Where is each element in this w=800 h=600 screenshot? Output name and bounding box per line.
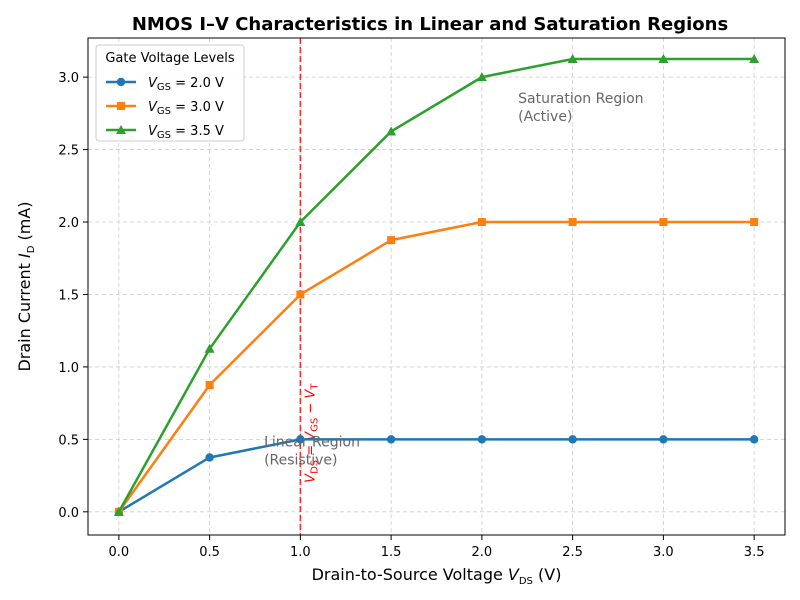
x-axis-title-text: Drain-to-Source Voltage bbox=[312, 565, 508, 584]
data-point bbox=[749, 435, 759, 444]
region-annotation-line: Linear Region bbox=[264, 435, 360, 451]
series-line bbox=[118, 438, 755, 513]
region-annotation-line: Saturation Region bbox=[518, 91, 643, 107]
legend-item: VGS = 2.0 V bbox=[106, 76, 224, 93]
series-group bbox=[113, 54, 760, 517]
reference-line-label-subscript: GS bbox=[309, 418, 320, 432]
x-axis-title-unit: (V) bbox=[533, 565, 562, 584]
data-point bbox=[567, 54, 578, 64]
legend-box bbox=[95, 44, 245, 142]
legend-label: VGS = 2.0 V bbox=[148, 76, 224, 93]
y-axis-title-text: Drain Current bbox=[15, 258, 34, 372]
region-annotation-line: (Active) bbox=[518, 109, 572, 125]
data-point bbox=[386, 126, 397, 136]
x-tick-label: 3.0 bbox=[653, 545, 674, 560]
data-point bbox=[296, 290, 305, 299]
legend-title: Gate Voltage Levels bbox=[105, 51, 234, 66]
data-point bbox=[568, 435, 577, 444]
legend-marker bbox=[117, 102, 125, 110]
data-point bbox=[659, 435, 668, 444]
legend-item: VGS = 3.0 V bbox=[106, 100, 224, 117]
x-tick-label: 2.0 bbox=[472, 545, 493, 560]
data-point bbox=[204, 343, 215, 353]
data-point bbox=[658, 54, 669, 64]
data-point bbox=[205, 381, 214, 390]
y-axis-title-subscript: D bbox=[26, 245, 37, 253]
x-tick-label: 1.0 bbox=[290, 545, 311, 560]
chart-title: NMOS I–V Characteristics in Linear and S… bbox=[132, 14, 728, 35]
legend-label-subscript: GS bbox=[157, 106, 171, 117]
legend-label-subscript: GS bbox=[157, 82, 171, 93]
data-point bbox=[750, 218, 759, 227]
x-tick-label: 0.0 bbox=[109, 545, 130, 560]
data-point bbox=[476, 72, 487, 82]
data-point bbox=[113, 506, 124, 516]
x-tick-label: 2.5 bbox=[562, 545, 583, 560]
legend-label-symbol: V bbox=[148, 124, 158, 139]
reference-line-label-part: V bbox=[303, 473, 318, 483]
data-point bbox=[477, 435, 487, 444]
data-point bbox=[295, 217, 306, 227]
legend-label: VGS = 3.5 V bbox=[148, 124, 224, 141]
legend-label-value: = 2.0 V bbox=[171, 76, 224, 91]
y-tick-label: 0.0 bbox=[58, 506, 79, 521]
data-point bbox=[387, 236, 396, 245]
plot-frame bbox=[87, 37, 786, 536]
legend-label-value: = 3.0 V bbox=[171, 100, 224, 115]
series-line bbox=[117, 57, 755, 513]
ticks: 0.0 0.5 1.0 1.5 2.0 2.5 3.0 3.5 0.0 0.5 1.0 1.5 2.0 2… bbox=[58, 71, 764, 560]
data-point bbox=[296, 435, 305, 444]
x-axis-title-subscript: DS bbox=[519, 576, 533, 587]
region-annotation-line: (Resistive) bbox=[264, 453, 337, 469]
y-tick-label: 3.0 bbox=[58, 71, 79, 86]
legend-label-symbol: V bbox=[148, 76, 158, 91]
legend-marker bbox=[116, 77, 126, 87]
reference-line-label-part: = V bbox=[303, 431, 318, 460]
region-annotation: Saturation Region (Active) bbox=[518, 91, 643, 125]
x-axis-title: Drain-to-Source Voltage VDS (V) bbox=[312, 565, 562, 587]
y-axis-title-unit: (mA) bbox=[15, 201, 34, 245]
reference-line-label: VDS = VGS − VT bbox=[303, 383, 320, 483]
legend-label-symbol: V bbox=[148, 100, 158, 115]
data-point bbox=[386, 435, 396, 444]
data-point bbox=[568, 218, 577, 227]
legend-label-value: = 3.5 V bbox=[171, 124, 224, 139]
reference-line-group: VDS = VGS − VT bbox=[299, 38, 320, 535]
data-point bbox=[477, 218, 486, 227]
y-axis-title-symbol: I bbox=[15, 253, 34, 258]
annotations: Linear Region (Resistive) Saturation Regio… bbox=[264, 91, 643, 468]
y-tick-label: 2.0 bbox=[58, 216, 79, 231]
x-axis-title-symbol: V bbox=[508, 565, 520, 584]
data-point bbox=[749, 54, 760, 64]
series-3 bbox=[113, 54, 760, 516]
legend-item: VGS = 3.5 V bbox=[106, 124, 224, 141]
y-axis-title: Drain Current ID (mA) bbox=[15, 201, 37, 371]
y-tick-label: 0.5 bbox=[58, 433, 79, 448]
legend-marker bbox=[116, 125, 126, 134]
series-line bbox=[117, 220, 755, 513]
legend-label: VGS = 3.0 V bbox=[148, 100, 224, 117]
legend-label-subscript: GS bbox=[157, 130, 171, 141]
y-tick-label: 1.0 bbox=[58, 361, 79, 376]
x-tick-label: 3.5 bbox=[744, 545, 765, 560]
reference-line-label-part: − V bbox=[303, 389, 318, 418]
data-point bbox=[205, 453, 214, 462]
x-tick-label: 0.5 bbox=[199, 545, 220, 560]
y-tick-label: 1.5 bbox=[58, 288, 79, 303]
data-point bbox=[659, 218, 668, 227]
region-annotation: Linear Region (Resistive) bbox=[264, 435, 360, 469]
x-tick-label: 1.5 bbox=[381, 545, 402, 560]
reference-line-label-subscript: DS bbox=[309, 460, 320, 474]
y-tick-label: 2.5 bbox=[58, 144, 79, 159]
reference-line-label-subscript: T bbox=[309, 383, 320, 391]
